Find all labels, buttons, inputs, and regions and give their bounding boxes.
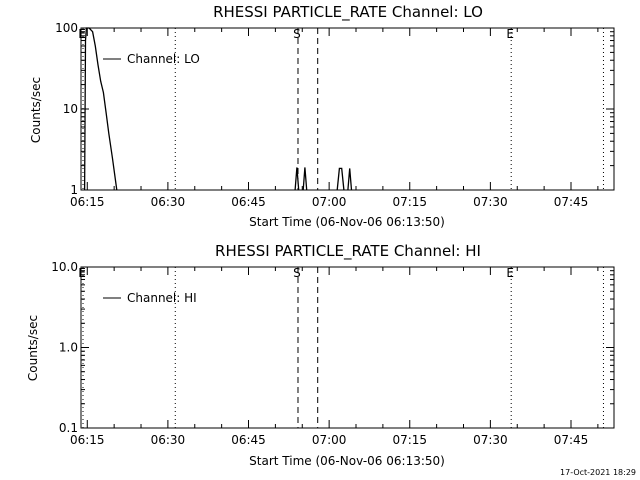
lo-x-tick-label: 06:15 xyxy=(70,195,105,209)
lo-series-line xyxy=(302,167,308,191)
hi-x-axis-ticks: 06:15 06:30 06:45 07:00 07:15 07:30 07:45 xyxy=(70,267,599,447)
hi-x-tick-label: 07:45 xyxy=(554,433,589,447)
lo-y-axis-ticks: 1 10 100 xyxy=(55,21,614,197)
hi-y-tick-label: 10.0 xyxy=(51,260,78,274)
hi-y-tick-label: 0.1 xyxy=(59,421,78,435)
lo-channel-panel: RHESSI PARTICLE_RATE Channel: LO E S E 06:… xyxy=(29,3,615,229)
lo-y-axis-label: Counts/sec xyxy=(29,77,43,143)
hi-y-axis-label: Counts/sec xyxy=(26,315,40,381)
hi-legend: Channel: HI xyxy=(103,291,197,305)
lo-x-tick-label: 07:30 xyxy=(473,195,508,209)
lo-legend-label: Channel: LO xyxy=(127,52,200,66)
lo-y-tick-label: 100 xyxy=(55,21,78,35)
hi-x-tick-label: 06:15 xyxy=(70,433,105,447)
hi-x-tick-label: 06:45 xyxy=(231,433,266,447)
lo-x-axis-ticks: 06:15 06:30 06:45 07:00 07:15 07:30 07:45 xyxy=(70,28,599,209)
lo-data-series xyxy=(83,27,353,191)
hi-channel-panel: RHESSI PARTICLE_RATE Channel: HI E S E 06:… xyxy=(26,242,615,468)
hi-y-axis-ticks: 0.1 1.0 10.0 xyxy=(51,260,614,435)
hi-x-axis-label: Start Time (06-Nov-06 06:13:50) xyxy=(249,454,445,468)
hi-marker-label: E xyxy=(78,266,86,280)
lo-marker-label: E xyxy=(78,27,86,41)
lo-marker-label: E xyxy=(506,27,514,41)
plot-timestamp: 17-Oct-2021 18:29 xyxy=(560,468,636,477)
lo-marker-label: S xyxy=(293,27,301,41)
hi-x-tick-label: 07:30 xyxy=(473,433,508,447)
hi-x-tick-label: 07:15 xyxy=(392,433,427,447)
lo-panel-title: RHESSI PARTICLE_RATE Channel: LO xyxy=(213,3,483,22)
lo-legend: Channel: LO xyxy=(103,52,200,66)
hi-x-tick-label: 07:00 xyxy=(312,433,347,447)
lo-x-tick-label: 07:00 xyxy=(312,195,347,209)
lo-x-tick-label: 07:15 xyxy=(392,195,427,209)
lo-series-line xyxy=(294,167,300,191)
hi-y-tick-label: 1.0 xyxy=(59,341,78,355)
lo-y-tick-label: 10 xyxy=(63,102,78,116)
lo-x-tick-label: 07:45 xyxy=(554,195,589,209)
lo-x-tick-label: 06:30 xyxy=(151,195,186,209)
lo-x-tick-label: 06:45 xyxy=(231,195,266,209)
hi-marker-label: E xyxy=(506,266,514,280)
lo-series-line xyxy=(83,27,118,191)
hi-x-tick-label: 06:30 xyxy=(151,433,186,447)
lo-y-tick-label: 1 xyxy=(70,183,78,197)
hi-panel-title: RHESSI PARTICLE_RATE Channel: HI xyxy=(215,242,481,261)
lo-series-line xyxy=(336,167,345,191)
lo-series-line xyxy=(347,168,353,191)
lo-x-axis-label: Start Time (06-Nov-06 06:13:50) xyxy=(249,215,445,229)
hi-legend-label: Channel: HI xyxy=(127,291,197,305)
hi-marker-label: S xyxy=(293,266,301,280)
